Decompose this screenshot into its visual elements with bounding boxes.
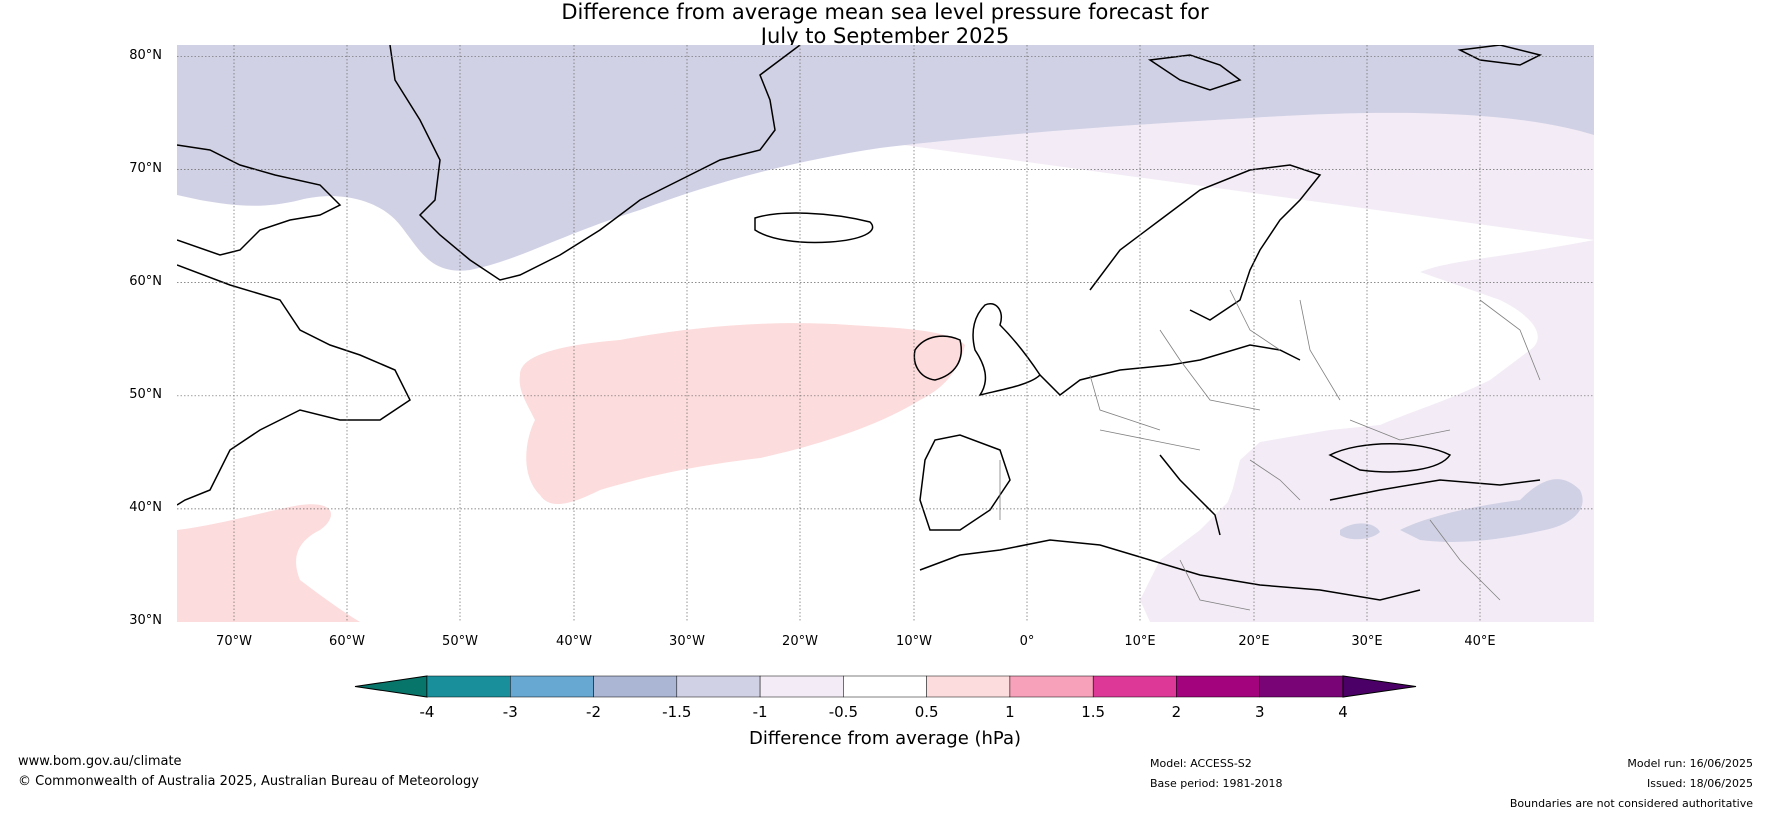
- lon-label-50w: 50°W: [442, 634, 478, 649]
- footer-model: Model: ACCESS-S2: [1150, 757, 1252, 770]
- lat-label-70: 70°N: [129, 161, 162, 176]
- footer-url[interactable]: www.bom.gov.au/climate: [18, 754, 182, 769]
- colorbar-tick-label: -3: [502, 703, 518, 721]
- lat-label-40: 40°N: [129, 500, 162, 515]
- title-line-1: Difference from average mean sea level p…: [561, 0, 1209, 24]
- footer-issued: Issued: 18/06/2025: [1646, 777, 1753, 790]
- coastlines: [177, 45, 1543, 601]
- scandinavia-coast: [1089, 164, 1322, 321]
- footer-copyright: © Commonwealth of Australia 2025, Austra…: [18, 774, 479, 789]
- colorbar-tick-label: 4: [1338, 703, 1348, 721]
- novaya-zemlya-coast: [1457, 45, 1543, 66]
- colorbar-tick-label: 1.5: [1081, 703, 1106, 721]
- canadian-coast: [177, 264, 411, 506]
- europe-coast: [1039, 344, 1301, 396]
- lon-label-0: 0°: [1019, 634, 1035, 649]
- footer-disclaimer: Boundaries are not considered authoritat…: [1509, 797, 1753, 810]
- colorbar-tick-label: -0.5: [828, 703, 858, 721]
- colorbar-tick-label: -1.5: [662, 703, 692, 721]
- lon-label-10e: 10°E: [1124, 634, 1156, 649]
- graticule: [177, 45, 1594, 622]
- colorbar-over-arrow: [1342, 675, 1417, 698]
- colorbar-box: [426, 675, 511, 698]
- border-lines: [999, 289, 1541, 611]
- lat-label-50: 50°N: [129, 387, 162, 402]
- iceland-coast: [754, 212, 874, 244]
- north-africa-coast: [919, 539, 1421, 601]
- lon-label-20e: 20°E: [1238, 634, 1270, 649]
- lon-label-10w: 10°W: [896, 634, 932, 649]
- anomaly-layer: [177, 45, 1594, 622]
- colorbar-box: [593, 675, 678, 698]
- colorbar-title: Difference from average (hPa): [748, 728, 1022, 749]
- eastern-mediterranean-low-anomaly: [1180, 415, 1594, 622]
- lon-label-30e: 30°E: [1351, 634, 1383, 649]
- colorbar-box: [759, 675, 844, 698]
- italy-coast: [1159, 454, 1221, 536]
- colorbar-box: [1259, 675, 1344, 698]
- colorbar-box: [676, 675, 761, 698]
- footer-base-period: Base period: 1981-2018: [1150, 777, 1283, 790]
- lon-label-60w: 60°W: [329, 634, 365, 649]
- title-line-2: July to September 2025: [760, 24, 1010, 48]
- colorbar-under-arrow: [354, 675, 428, 698]
- black-sea-low-anomaly: [1400, 479, 1583, 542]
- lon-label-40e: 40°E: [1464, 634, 1496, 649]
- lon-label-40w: 40°W: [556, 634, 592, 649]
- ireland-coast: [913, 335, 962, 381]
- north-atlantic-high-anomaly: [519, 323, 965, 505]
- borders: [999, 289, 1541, 611]
- colorbar: [354, 675, 1417, 698]
- colorbar-box: [510, 675, 594, 698]
- black-sea-coast: [1328, 443, 1452, 473]
- colorbar-tick-label: -4: [419, 703, 435, 721]
- lat-label-30: 30°N: [129, 613, 162, 628]
- colorbar-tick-label: -2: [586, 703, 602, 721]
- colorbar-tick-label: -1: [752, 703, 768, 721]
- colorbar-boxes: [426, 675, 1344, 698]
- lat-label-80: 80°N: [129, 48, 162, 63]
- britain-coast: [972, 303, 1041, 397]
- colorbar-tick-label: 0.5: [914, 703, 939, 721]
- svalbard-coast: [1147, 54, 1242, 91]
- footer-model-run: Model run: 16/06/2025: [1627, 757, 1753, 770]
- colorbar-tick-label: 2: [1171, 703, 1182, 721]
- arctic-low-anomaly: [177, 45, 1594, 271]
- colorbar-box: [843, 675, 927, 698]
- anatolia-coast: [1329, 479, 1541, 501]
- colorbar-box: [1176, 675, 1260, 698]
- lon-label-20w: 20°W: [782, 634, 818, 649]
- subtropical-high-anomaly: [177, 504, 360, 622]
- colorbar-box: [926, 675, 1011, 698]
- lat-label-60: 60°N: [129, 274, 162, 289]
- colorbar-box: [1092, 675, 1177, 698]
- colorbar-tick-label: 3: [1254, 703, 1265, 721]
- lon-label-70w: 70°W: [216, 634, 252, 649]
- greenland-coast: [389, 45, 801, 281]
- lon-label-30w: 30°W: [669, 634, 705, 649]
- chart-title: Difference from average mean sea level p…: [0, 0, 1770, 48]
- baffin-coast: [177, 144, 342, 256]
- black-sea-low-anomaly-2: [1340, 523, 1380, 540]
- colorbar-box: [1009, 675, 1094, 698]
- colorbar-tick-label: 1: [1005, 703, 1015, 721]
